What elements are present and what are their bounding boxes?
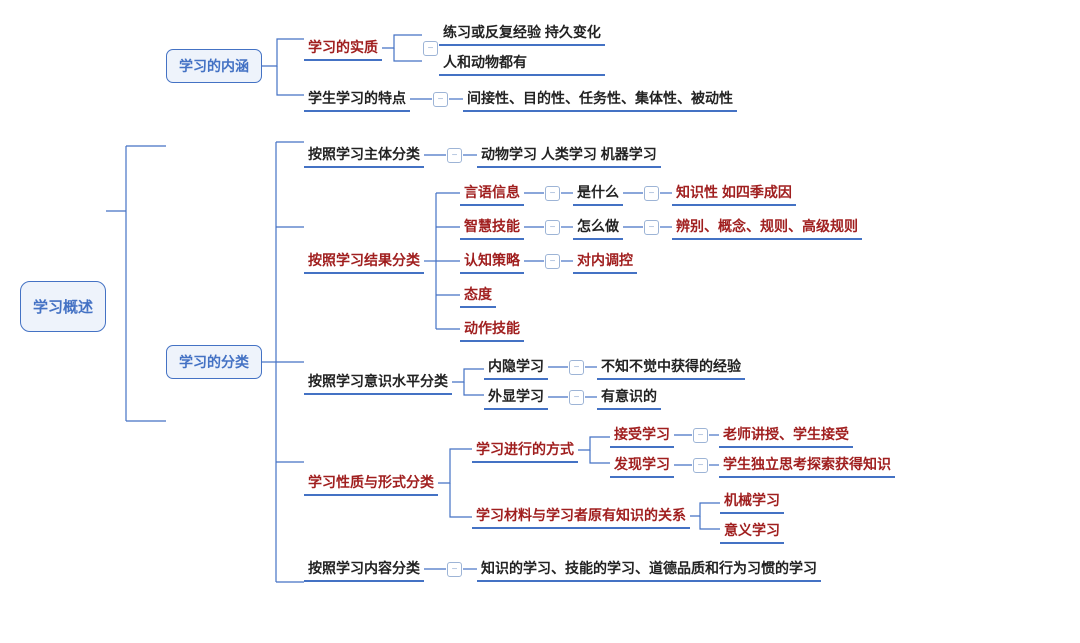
leaf: 态度	[460, 282, 496, 308]
leaf: 是什么	[573, 180, 623, 206]
leaf: 间接性、目的性、任务性、集体性、被动性	[463, 86, 737, 112]
label-by-awareness: 按照学习意识水平分类	[304, 369, 452, 395]
node-intension: 学习的内涵	[166, 49, 262, 83]
branch-intension: 学习的内涵 学习的实质 − 练习或反复经验 持久变化 人和动物都有 学生学习的特…	[166, 20, 895, 112]
label-student-feature: 学生学习的特点	[304, 86, 410, 112]
root-node: 学习概述	[20, 281, 106, 332]
collapse-icon[interactable]: −	[693, 428, 708, 443]
collapse-icon[interactable]: −	[693, 458, 708, 473]
leaf: 认知策略	[460, 248, 524, 274]
leaf: 动物学习 人类学习 机器学习	[477, 142, 661, 168]
label-by-subject: 按照学习主体分类	[304, 142, 424, 168]
leaf: 怎么做	[573, 214, 623, 240]
collapse-icon[interactable]: −	[545, 254, 560, 269]
leaf: 意义学习	[720, 518, 784, 544]
label-way: 学习进行的方式	[472, 437, 578, 463]
leaf: 辨别、概念、规则、高级规则	[672, 214, 862, 240]
level1-column: 学习的内涵 学习的实质 − 练习或反复经验 持久变化 人和动物都有 学生学习的特…	[166, 20, 895, 592]
leaf: 有意识的	[597, 384, 661, 410]
collapse-icon[interactable]: −	[569, 360, 584, 375]
leaf: 练习或反复经验 持久变化	[439, 20, 605, 46]
collapse-icon[interactable]: −	[569, 390, 584, 405]
leaf: 发现学习	[610, 452, 674, 478]
label-by-content: 按照学习内容分类	[304, 556, 424, 582]
leaf: 内隐学习	[484, 354, 548, 380]
mindmap: 学习概述 学习的内涵 学习的实质 − 练习或反复经验 持久变化 人和动物都有	[20, 20, 1060, 592]
collapse-icon[interactable]: −	[423, 41, 438, 56]
label-relation: 学习材料与学习者原有知识的关系	[472, 503, 690, 529]
collapse-icon[interactable]: −	[545, 186, 560, 201]
leaf: 外显学习	[484, 384, 548, 410]
leaf: 智慧技能	[460, 214, 524, 240]
leaf: 接受学习	[610, 422, 674, 448]
leaf: 老师讲授、学生接受	[719, 422, 853, 448]
leaf: 人和动物都有	[439, 50, 605, 76]
label-essence: 学习的实质	[304, 35, 382, 61]
leaf: 对内调控	[573, 248, 637, 274]
leaf: 学生独立思考探索获得知识	[719, 452, 895, 478]
leaf: 动作技能	[460, 316, 524, 342]
leaf: 知识的学习、技能的学习、道德品质和行为习惯的学习	[477, 556, 821, 582]
collapse-icon[interactable]: −	[545, 220, 560, 235]
leaf: 不知不觉中获得的经验	[597, 354, 745, 380]
leaf: 知识性 如四季成因	[672, 180, 796, 206]
classification-children: 按照学习主体分类 − 动物学习 人类学习 机器学习 按照学习结果分类	[304, 142, 895, 582]
leaf: 言语信息	[460, 180, 524, 206]
collapse-icon[interactable]: −	[447, 562, 462, 577]
label-by-result: 按照学习结果分类	[304, 248, 424, 274]
collapse-icon[interactable]: −	[644, 220, 659, 235]
branch-classification: 学习的分类 按照学习主体分类 − 动物学习 人类学习 机器学习	[166, 132, 895, 592]
connector	[106, 126, 166, 486]
label-by-nature: 学习性质与形式分类	[304, 470, 438, 496]
leaf: 机械学习	[720, 488, 784, 514]
collapse-icon[interactable]: −	[447, 148, 462, 163]
collapse-icon[interactable]: −	[433, 92, 448, 107]
collapse-icon[interactable]: −	[644, 186, 659, 201]
node-classification: 学习的分类	[166, 345, 262, 379]
